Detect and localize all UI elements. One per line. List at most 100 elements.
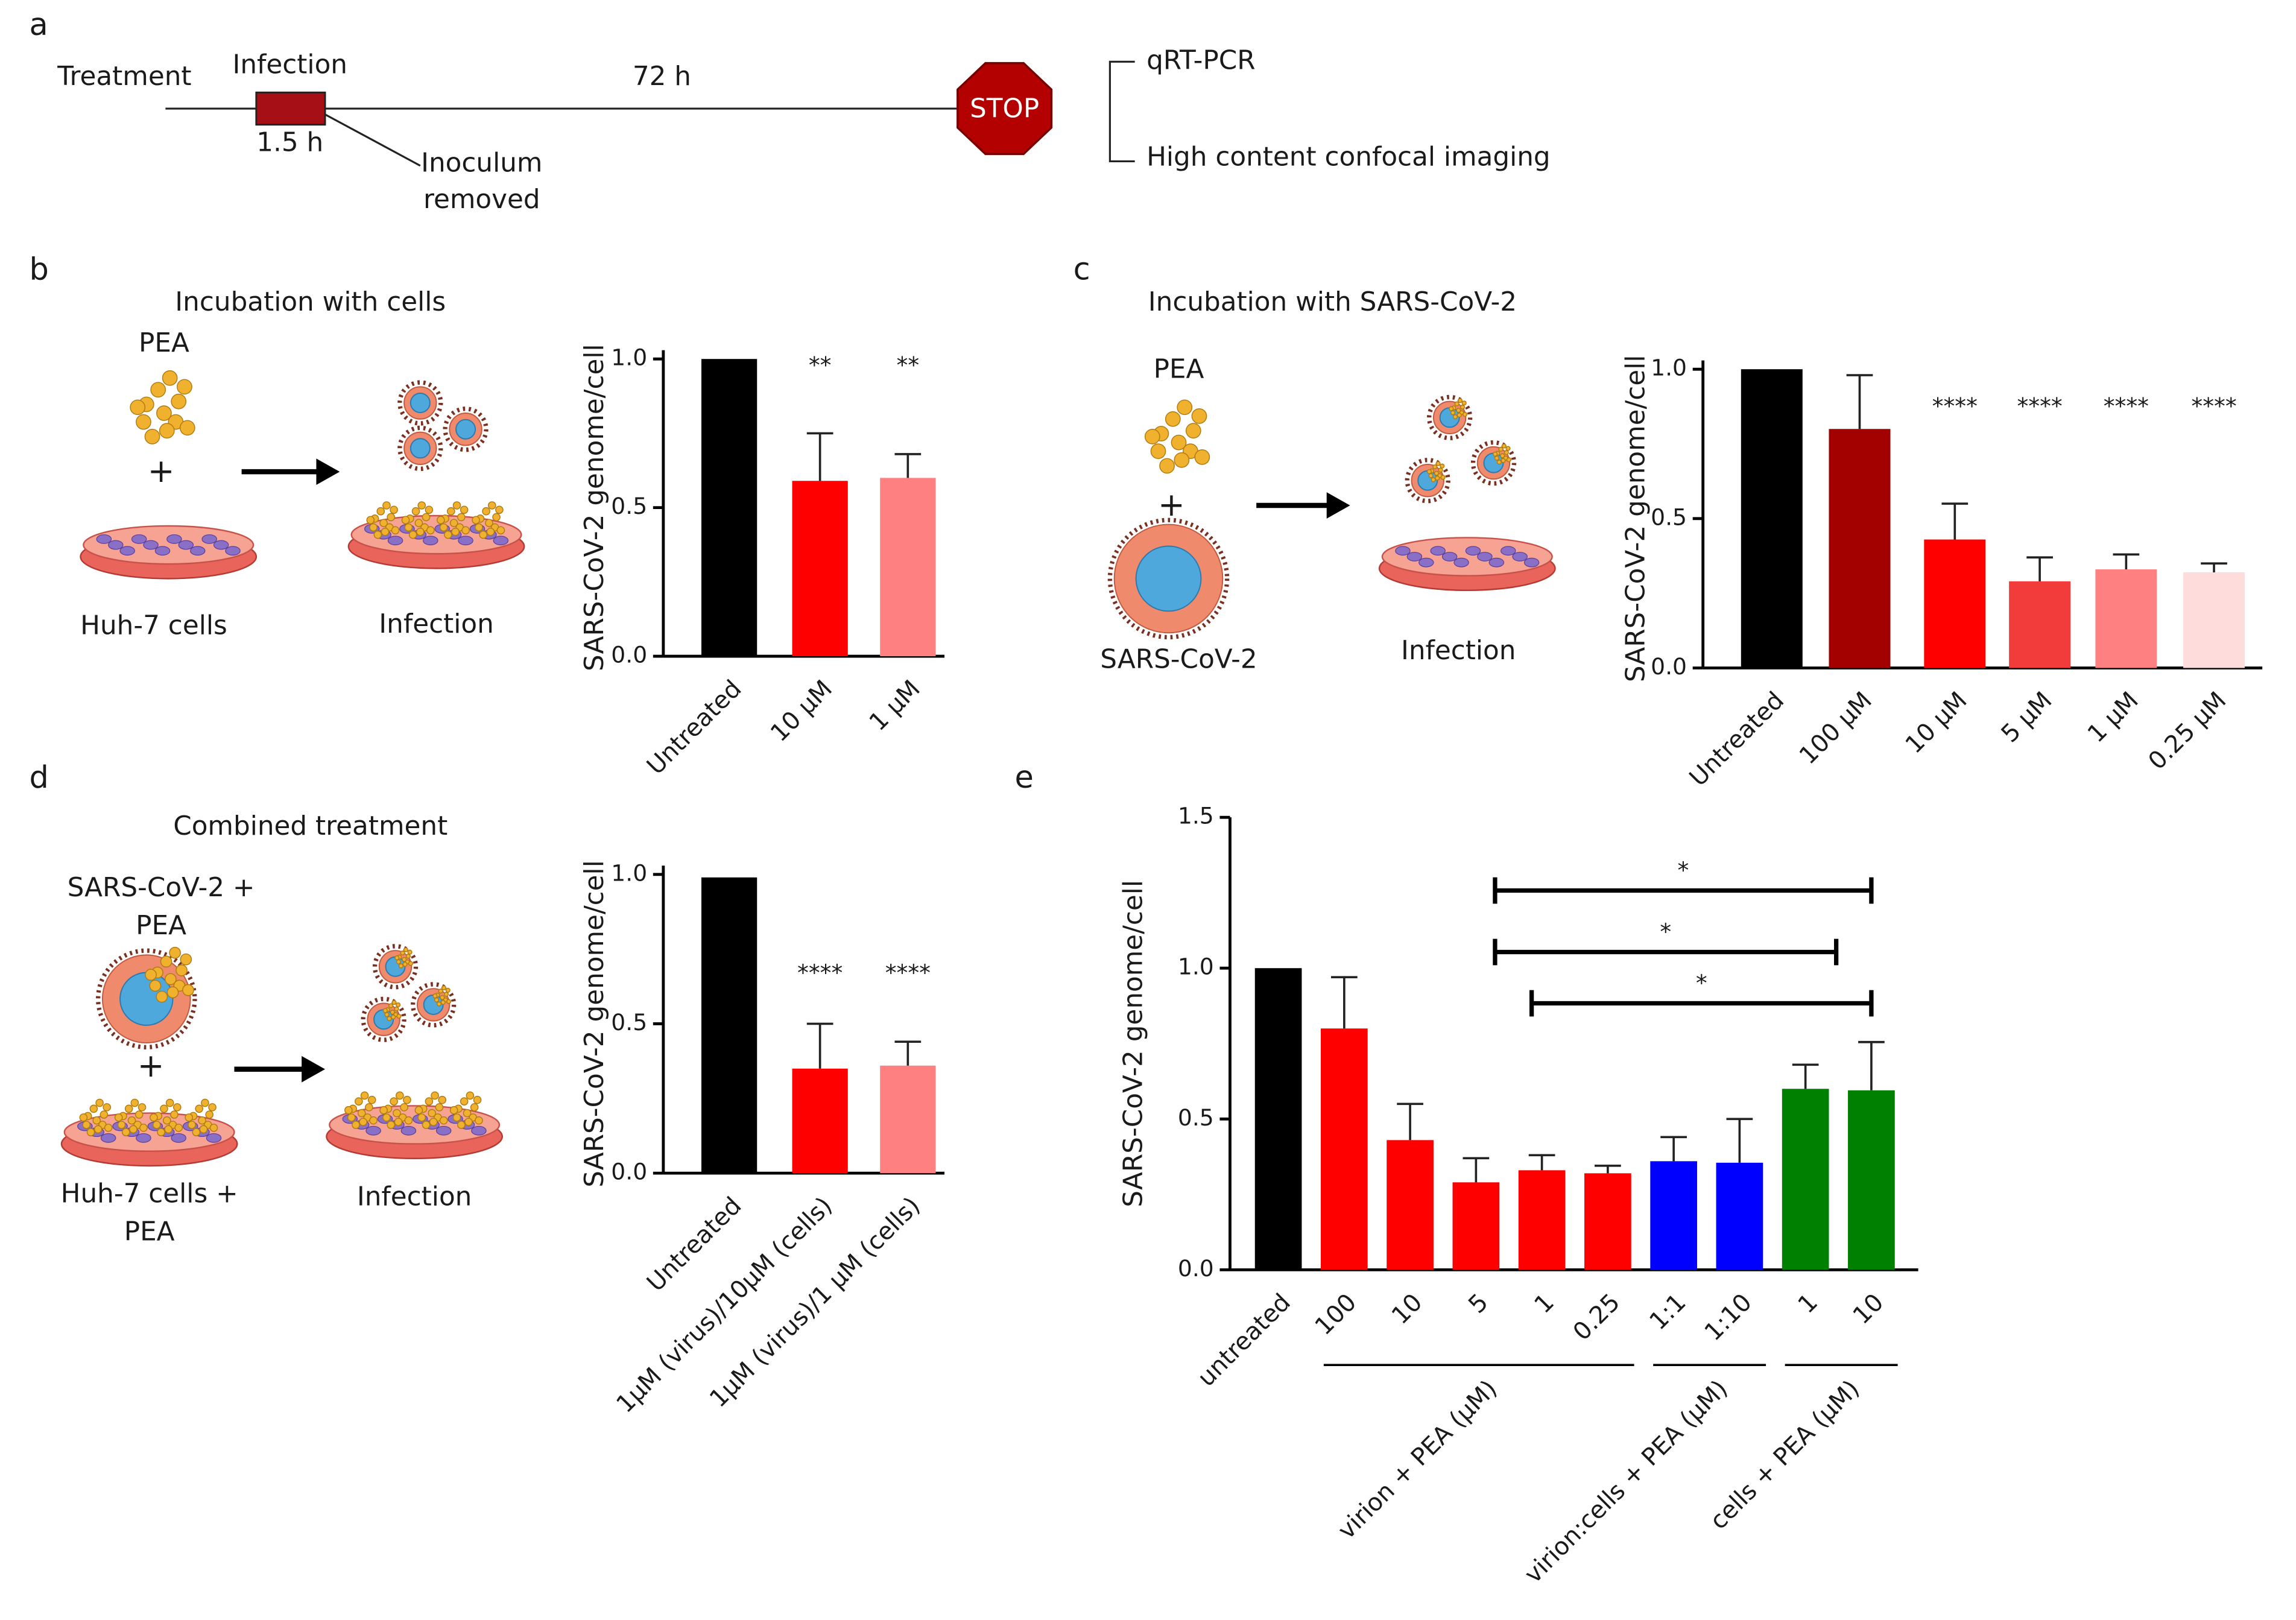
pea-particle bbox=[396, 959, 401, 964]
pea-particle bbox=[391, 1014, 396, 1020]
diagram-text: Infection bbox=[1401, 635, 1516, 666]
bar bbox=[1254, 968, 1302, 1270]
pea-particle bbox=[463, 1109, 472, 1118]
pea-particle bbox=[1194, 449, 1210, 465]
pea-particle bbox=[103, 1103, 112, 1112]
pea-particle bbox=[414, 519, 423, 527]
diagram-text: PEA bbox=[139, 327, 189, 358]
error-bar bbox=[2201, 562, 2227, 572]
pea-particle bbox=[92, 1116, 101, 1125]
cell bbox=[201, 534, 217, 544]
pea-particle bbox=[1434, 470, 1439, 476]
error-bar bbox=[2026, 556, 2053, 581]
pea-particle bbox=[172, 1103, 182, 1112]
pea-particle bbox=[425, 1097, 434, 1106]
pea-particle bbox=[1456, 413, 1462, 418]
pea-particle bbox=[344, 1106, 353, 1115]
bar bbox=[1924, 539, 1986, 668]
error-bar bbox=[894, 453, 922, 478]
y-tick-label: 0.5 bbox=[1178, 1104, 1214, 1131]
pea-particle bbox=[1506, 457, 1511, 463]
pea-particle bbox=[390, 1010, 395, 1015]
bar bbox=[1452, 1182, 1500, 1270]
pea-particle bbox=[443, 992, 449, 997]
bar bbox=[1741, 369, 1803, 668]
pea-particle bbox=[473, 1095, 482, 1104]
bar bbox=[701, 359, 757, 657]
pea-particle bbox=[398, 963, 403, 969]
error-bar bbox=[894, 1040, 922, 1066]
pea-particle bbox=[369, 1116, 378, 1125]
pea-particle bbox=[134, 1110, 144, 1119]
y-tick-label: 0.0 bbox=[1178, 1255, 1214, 1282]
timeline-text: Inoculum bbox=[421, 147, 542, 178]
cell bbox=[1430, 546, 1446, 556]
pea-particle bbox=[400, 1103, 408, 1112]
error-bar bbox=[1792, 1063, 1819, 1089]
pea-particle bbox=[104, 1124, 113, 1132]
diagram-text: PEA bbox=[1154, 354, 1204, 385]
pea-particle bbox=[390, 1097, 398, 1106]
pea-particle bbox=[79, 1113, 88, 1122]
cell bbox=[1488, 557, 1505, 568]
pea-particle bbox=[129, 1125, 138, 1134]
pea-particle bbox=[452, 501, 461, 510]
diagram-text: Huh-7 cells + bbox=[61, 1179, 238, 1209]
pea-particle bbox=[89, 1104, 98, 1113]
pea-particle bbox=[437, 516, 445, 525]
pea-particle bbox=[475, 1116, 483, 1125]
pea-particle bbox=[150, 1113, 158, 1122]
timeline-text: removed bbox=[423, 184, 540, 215]
pea-particle bbox=[100, 1110, 109, 1119]
timeline-text: 72 h bbox=[633, 61, 691, 92]
virus-spikes bbox=[397, 380, 443, 426]
pea-particle bbox=[1494, 455, 1499, 461]
error-bar bbox=[1858, 1040, 1885, 1090]
pea-particle bbox=[479, 530, 488, 539]
significance-bracket bbox=[1493, 938, 1839, 966]
pea-particle bbox=[159, 423, 175, 439]
virus-spikes bbox=[1427, 394, 1473, 440]
pea-particle bbox=[95, 1098, 104, 1107]
pea-particle bbox=[164, 1125, 173, 1134]
readout-text: qRT-PCR bbox=[1146, 45, 1256, 75]
diagram-text: PEA bbox=[124, 1217, 175, 1247]
pea-particle bbox=[487, 501, 496, 510]
pea-particle bbox=[122, 1128, 130, 1136]
diagram-text: + bbox=[1158, 486, 1185, 524]
bar bbox=[1320, 1028, 1368, 1270]
cell bbox=[143, 540, 159, 550]
y-tick-label: 0.0 bbox=[611, 1159, 647, 1185]
pea-particle bbox=[1450, 410, 1456, 416]
cell bbox=[1501, 546, 1516, 556]
diagram-text: Huh-7 cells bbox=[80, 610, 227, 641]
pea-particle bbox=[447, 507, 455, 516]
error-bar bbox=[2113, 553, 2140, 570]
pea-particle bbox=[401, 516, 410, 525]
pea-particle bbox=[127, 1116, 136, 1125]
y-tick-label: 1.0 bbox=[1178, 954, 1214, 980]
cell bbox=[108, 540, 124, 550]
pea-particle bbox=[201, 1098, 209, 1107]
pea-particle bbox=[396, 1013, 402, 1019]
pea-particle bbox=[441, 985, 447, 990]
virus-spikes bbox=[397, 425, 443, 471]
pea-particle bbox=[402, 957, 407, 962]
cell bbox=[190, 546, 206, 556]
pea-particle bbox=[394, 1118, 403, 1126]
pea-particle bbox=[160, 955, 172, 968]
cell bbox=[471, 1125, 487, 1136]
pea-particle bbox=[379, 519, 388, 527]
error-bar bbox=[1726, 1118, 1753, 1163]
virus-spikes bbox=[411, 982, 457, 1028]
timeline-text: 1.5 h bbox=[256, 127, 323, 157]
pea-particle bbox=[152, 1121, 161, 1129]
arrow-head bbox=[302, 1055, 326, 1083]
pea-particle bbox=[357, 1109, 366, 1118]
pea-particle bbox=[373, 530, 382, 539]
significance-bracket bbox=[1493, 877, 1874, 904]
timeline-text: Treatment bbox=[57, 61, 191, 92]
cell bbox=[435, 1125, 452, 1136]
pea-particle bbox=[1440, 463, 1445, 469]
